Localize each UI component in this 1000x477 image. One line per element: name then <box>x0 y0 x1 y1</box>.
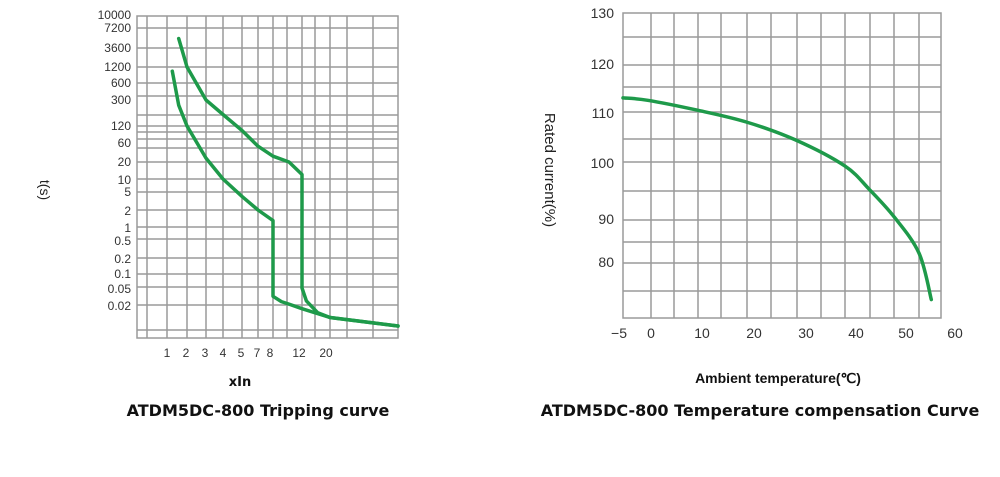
y-tick-label: 600 <box>111 76 131 90</box>
y-tick-label: 1200 <box>104 60 131 74</box>
x-tick-label: 12 <box>292 346 306 360</box>
x-tick-label: 7 <box>254 346 261 360</box>
left-x-axis-label: xIn <box>229 375 251 390</box>
x-tick-label: −5 <box>611 325 627 341</box>
y-tick-label: 100 <box>591 155 615 171</box>
x-tick-label: 10 <box>694 325 710 341</box>
y-tick-label: 130 <box>591 5 615 21</box>
x-tick-label: 3 <box>202 346 209 360</box>
x-tick-label: 50 <box>898 325 914 341</box>
y-tick-label: 80 <box>598 254 614 270</box>
y-tick-label: 3600 <box>104 41 131 55</box>
right-chart-title: ATDM5DC-800 Temperature compensation Cur… <box>541 401 980 420</box>
x-tick-label: 4 <box>220 346 227 360</box>
x-tick-label: 5 <box>238 346 245 360</box>
y-tick-label: 0.05 <box>108 282 132 296</box>
y-tick-label: 10 <box>118 173 132 187</box>
x-tick-label: 1 <box>164 346 171 360</box>
left-chart-title: ATDM5DC-800 Tripping curve <box>127 401 390 420</box>
temperature-curve <box>621 96 934 302</box>
x-tick-label: 30 <box>798 325 814 341</box>
x-tick-label: 2 <box>183 346 190 360</box>
x-tick-label: 60 <box>947 325 963 341</box>
x-tick-label: 20 <box>746 325 762 341</box>
right-y-axis-label: Rated current(%) <box>541 113 558 227</box>
y-tick-label: 0.1 <box>114 267 131 281</box>
y-tick-label: 2 <box>124 204 131 218</box>
y-tick-label: 0.02 <box>108 299 132 313</box>
y-tick-label: 110 <box>592 105 615 121</box>
y-tick-label: 90 <box>598 211 614 227</box>
plot-frame <box>136 15 399 339</box>
y-tick-label: 300 <box>111 93 131 107</box>
x-tick-label: 0 <box>647 325 655 341</box>
tripping-curve-chart: 1 2 3 4 5 7 8 12 2010000720036001200600300120602… <box>98 8 400 360</box>
plot-frame <box>622 12 942 319</box>
trip-curve-2 <box>176 36 400 328</box>
right-x-axis-label: Ambient temperature(℃) <box>695 370 861 386</box>
x-tick-label: 40 <box>848 325 864 341</box>
temperature-compensation-chart: −5 0 10 20 30 40 50 60 130 120 110 100 90 80 <box>591 5 963 341</box>
y-tick-label: 120 <box>111 119 131 133</box>
x-tick-label: 20 <box>319 346 333 360</box>
y-tick-label: 20 <box>118 155 132 169</box>
y-tick-label: 5 <box>124 185 131 199</box>
y-tick-label: 1 <box>124 221 131 235</box>
y-tick-label: 0.2 <box>114 252 131 266</box>
y-tick-label: 60 <box>118 136 132 150</box>
y-tick-label: 120 <box>591 56 615 72</box>
y-tick-label: 0.5 <box>114 234 131 248</box>
trip-curve-1 <box>170 69 400 328</box>
y-tick-label: 10000 <box>98 8 132 22</box>
left-y-axis-label: t(s) <box>37 180 53 200</box>
x-tick-label: 8 <box>267 346 274 360</box>
y-tick-label: 7200 <box>104 21 131 35</box>
